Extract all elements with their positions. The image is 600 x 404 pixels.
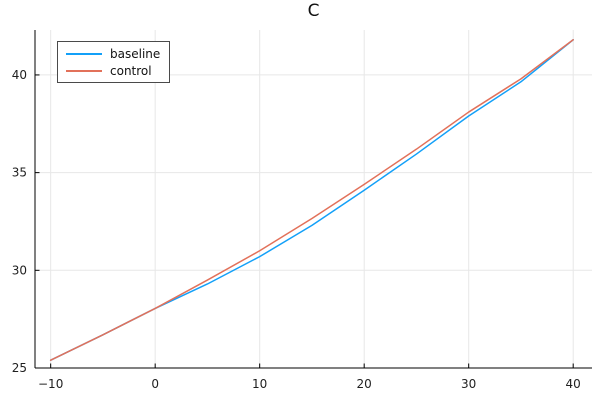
x-tick-label: 0 <box>151 377 159 391</box>
x-tick-label: −10 <box>38 377 63 391</box>
series-line-baseline <box>49 39 574 361</box>
x-tick-label: 30 <box>461 377 476 391</box>
control-line-swatch <box>66 69 102 72</box>
x-tick-label: 10 <box>252 377 267 391</box>
legend-entry-control: control <box>66 62 160 79</box>
legend: baseline control <box>57 41 171 83</box>
legend-label-baseline: baseline <box>110 46 161 61</box>
x-tick-label: 40 <box>566 377 581 391</box>
series-line-control <box>49 39 574 361</box>
legend-label-control: control <box>110 63 152 78</box>
y-tick-label: 30 <box>12 263 27 277</box>
x-tick-label: 20 <box>357 377 372 391</box>
baseline-line-swatch <box>66 52 102 55</box>
chart-title: C <box>307 1 320 21</box>
y-tick-label: 35 <box>12 166 27 180</box>
legend-entry-baseline: baseline <box>66 45 160 62</box>
y-tick-label: 25 <box>12 361 27 375</box>
y-tick-label: 40 <box>12 68 27 82</box>
